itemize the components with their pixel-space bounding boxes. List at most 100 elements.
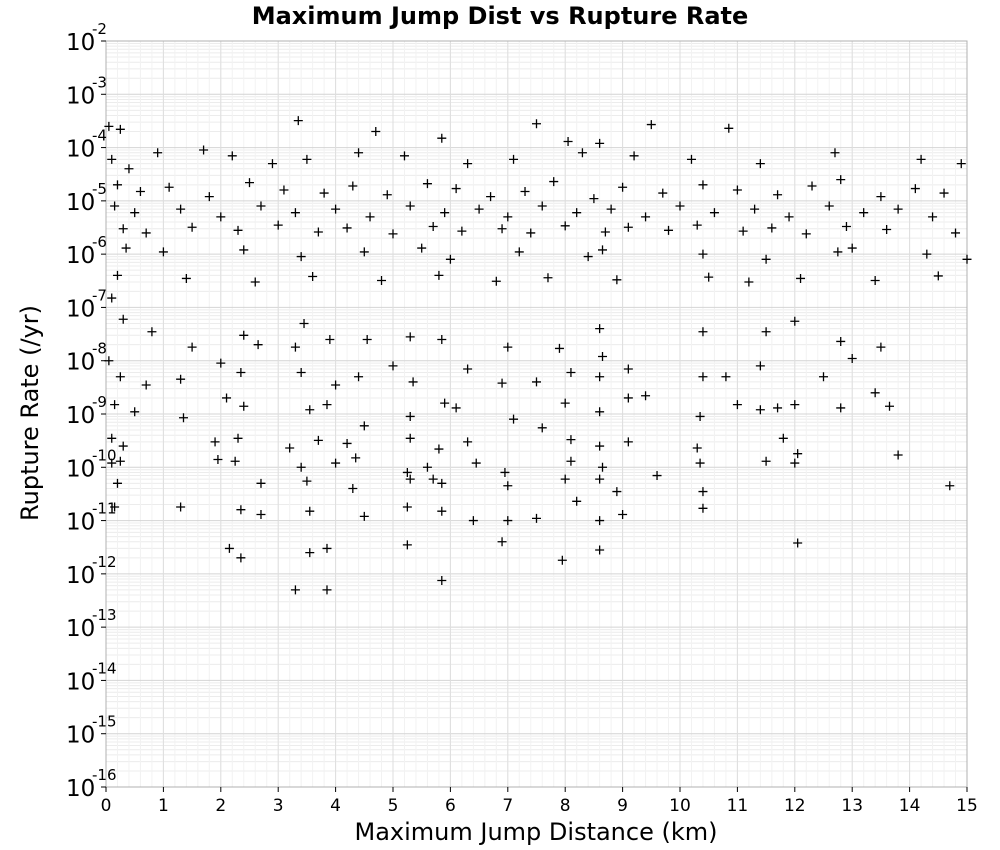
y-tick-label: 10 <box>66 723 95 749</box>
data-point <box>664 225 674 235</box>
y-tick-label: 10 <box>66 403 95 429</box>
data-point <box>951 228 961 238</box>
x-axis-title: Maximum Jump Distance (km) <box>354 818 718 846</box>
data-point <box>709 208 719 218</box>
data-point <box>325 335 335 345</box>
x-tick-label: 11 <box>727 796 749 816</box>
data-point <box>767 223 777 233</box>
y-tick-exponent: -8 <box>92 340 107 358</box>
data-point <box>313 435 323 445</box>
data-point <box>847 243 857 253</box>
data-point <box>216 358 226 368</box>
y-tick-label: 10 <box>66 83 95 109</box>
data-point <box>939 188 949 198</box>
data-point <box>293 116 303 126</box>
data-point <box>962 254 972 264</box>
data-point <box>302 476 312 486</box>
data-point <box>104 121 114 131</box>
data-point <box>554 343 564 353</box>
data-point <box>598 351 608 361</box>
data-point <box>658 188 668 198</box>
y-tick-label: 10 <box>66 296 95 322</box>
data-point <box>698 249 708 259</box>
data-point <box>437 335 447 345</box>
data-point <box>870 276 880 286</box>
y-tick-label: 10 <box>66 243 95 269</box>
data-point <box>354 148 364 158</box>
data-point <box>348 181 358 191</box>
data-point <box>290 585 300 595</box>
grid-major <box>105 40 968 788</box>
data-point <box>859 208 869 218</box>
data-point <box>514 247 524 257</box>
data-point <box>388 229 398 239</box>
data-point <box>598 245 608 255</box>
data-point <box>577 148 587 158</box>
data-point <box>417 243 427 253</box>
data-point <box>755 405 765 415</box>
y-tick-exponent: -5 <box>92 180 107 198</box>
data-point <box>738 226 748 236</box>
data-point <box>474 204 484 214</box>
data-point <box>790 316 800 326</box>
data-point <box>236 505 246 515</box>
data-point <box>503 342 513 352</box>
data-point <box>491 276 501 286</box>
data-point <box>110 400 120 410</box>
y-tick-label: 10 <box>66 669 95 695</box>
data-point <box>296 252 306 262</box>
data-point <box>566 368 576 378</box>
data-point <box>141 380 151 390</box>
data-point <box>290 208 300 218</box>
data-point <box>118 314 128 324</box>
data-point <box>405 411 415 421</box>
data-point <box>256 510 266 519</box>
data-point <box>956 159 966 169</box>
data-point <box>322 400 332 410</box>
data-point <box>222 393 232 403</box>
data-point <box>245 178 254 188</box>
x-tick-label: 13 <box>841 796 863 816</box>
data-point <box>402 502 412 512</box>
data-point <box>463 159 473 169</box>
data-point <box>876 342 886 352</box>
data-point <box>233 433 243 443</box>
y-tick-exponent: -12 <box>92 553 117 571</box>
y-tick-label: 10 <box>66 137 95 163</box>
x-tick-label: 10 <box>669 796 691 816</box>
data-point <box>402 540 412 550</box>
data-point <box>497 224 507 234</box>
data-point <box>560 221 570 231</box>
data-point <box>698 180 708 190</box>
data-point <box>437 506 447 516</box>
data-point <box>623 437 633 447</box>
data-point <box>408 377 418 387</box>
data-point <box>322 585 332 595</box>
data-point <box>273 220 283 230</box>
y-tick-label: 10 <box>66 616 95 642</box>
data-point <box>112 478 122 488</box>
data-point <box>112 180 122 190</box>
data-point <box>623 393 633 403</box>
x-tick-label: 4 <box>330 796 341 816</box>
data-point <box>572 208 582 218</box>
data-point <box>359 421 369 431</box>
data-point <box>790 458 800 468</box>
data-point <box>572 496 582 506</box>
data-point <box>471 458 481 468</box>
data-point <box>595 516 605 526</box>
data-point <box>801 229 811 239</box>
y-tick-exponent: -13 <box>92 606 117 624</box>
data-point <box>382 190 392 200</box>
data-point <box>509 414 519 424</box>
data-point <box>457 226 467 236</box>
data-point <box>331 458 341 468</box>
y-tick-exponent: -16 <box>92 766 117 784</box>
data-point <box>595 407 605 417</box>
data-point <box>870 388 880 398</box>
data-point <box>437 478 447 488</box>
data-point <box>331 380 341 390</box>
y-tick-exponent: -3 <box>92 73 107 91</box>
data-point <box>434 444 444 454</box>
data-point <box>698 327 708 337</box>
